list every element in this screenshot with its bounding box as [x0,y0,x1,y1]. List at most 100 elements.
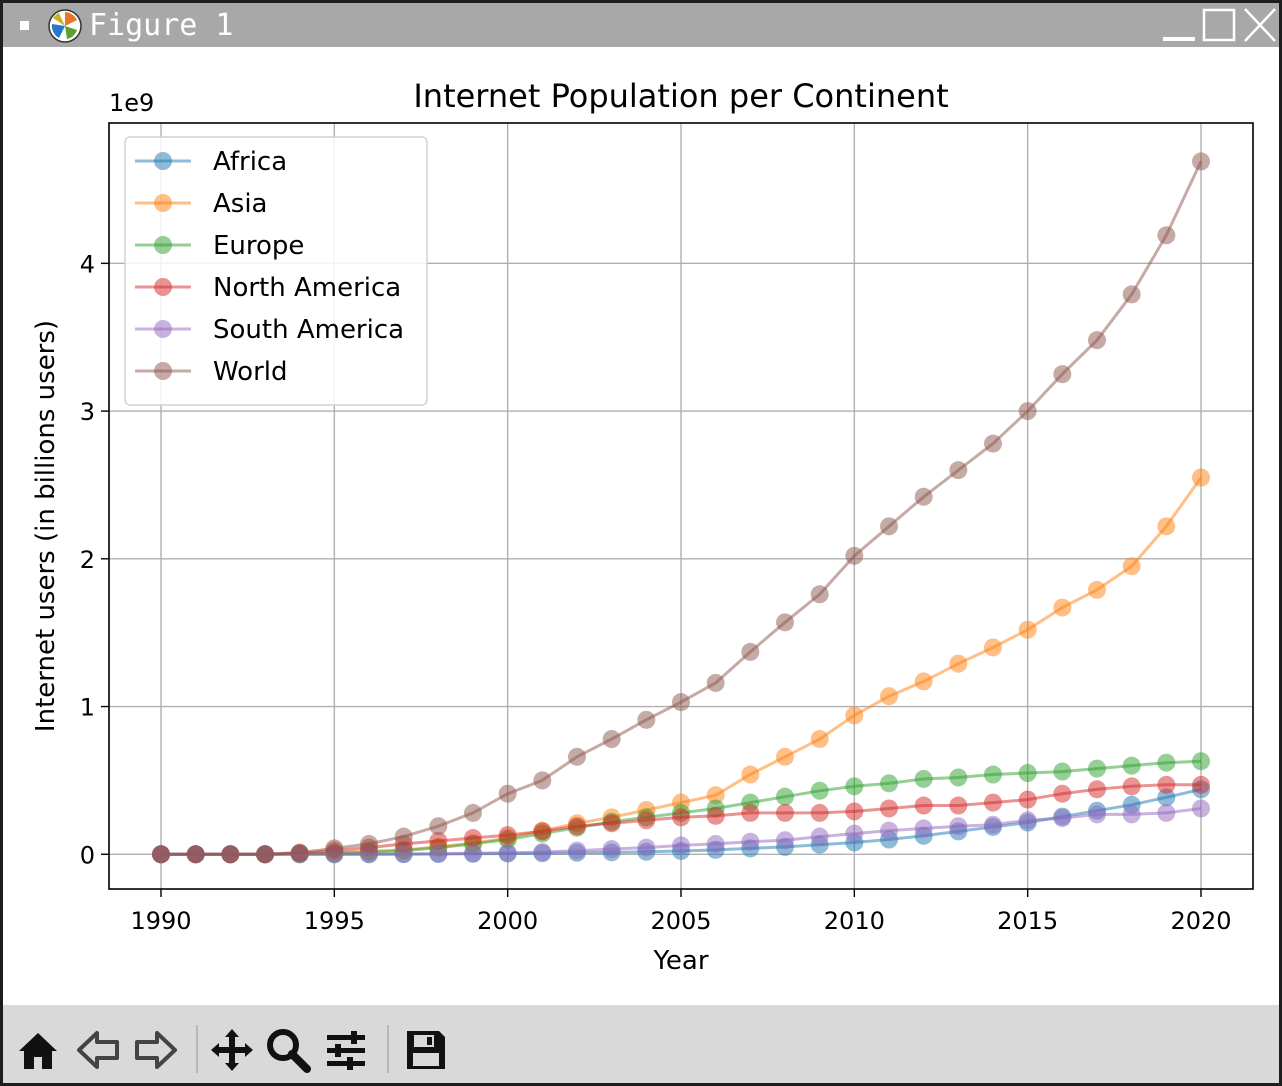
y-axis-label: Internet users (in billions users) [31,320,61,732]
data-point [1018,811,1037,830]
data-point [568,817,586,836]
series-layer [152,152,1210,864]
data-point [776,787,794,806]
data-point [741,642,760,661]
data-point [880,774,898,793]
legend-marker [154,278,172,296]
legend-item: World [135,357,288,387]
legend-marker [154,194,172,212]
data-point [1088,580,1106,599]
data-point [706,834,725,853]
data-point [1053,784,1072,803]
data-point [1053,365,1072,384]
data-point [1122,557,1141,576]
figure-window: Figure 1 1990 1995 2000 2005 2010 2015 2020 0 1 2… [3,3,1279,1083]
maximize-icon[interactable] [1201,7,1237,43]
figure-canvas[interactable]: 1990 1995 2000 2005 2010 2015 2020 0 1 2 3 4 Intern… [3,47,1279,1005]
data-point [533,822,552,841]
data-point [741,765,760,784]
data-point [602,730,621,749]
data-point [1018,402,1037,421]
data-point [429,817,448,836]
data-point [1157,753,1176,772]
data-point [776,747,794,766]
legend-marker [154,362,172,380]
data-point [984,765,1002,784]
data-point [464,803,482,822]
data-point [1157,803,1176,822]
data-point [880,517,898,536]
line-chart[interactable]: 1990 1995 2000 2005 2010 2015 2020 0 1 2 3 4 Intern… [3,47,1279,1005]
legend-label: South America [213,315,404,345]
window-title: Figure 1 [89,8,234,43]
y-tick-label: 0 [80,841,95,869]
data-point [568,841,586,860]
data-point [1122,285,1141,304]
data-point [741,832,760,851]
data-point [1053,809,1072,828]
data-point [498,843,517,862]
matplotlib-app-icon [48,9,82,43]
data-point [290,843,309,862]
data-point [949,461,968,480]
data-point [949,817,968,836]
data-point [949,654,968,673]
data-point [1192,799,1210,818]
data-point [741,803,760,822]
configure-subplots-icon[interactable] [323,1027,369,1073]
legend-item: South America [135,315,404,345]
x-tick-label: 2005 [650,907,711,935]
data-point [1053,598,1072,617]
data-point [533,771,552,790]
legend-item: Europe [135,231,304,261]
data-point [637,838,656,857]
data-point [498,826,517,845]
data-point [1157,788,1176,807]
back-icon[interactable] [75,1027,121,1073]
data-point [880,799,898,818]
data-point [429,831,448,850]
data-point [1018,620,1037,639]
data-point [984,434,1002,453]
legend-item: Africa [135,147,287,177]
legend-marker [154,236,172,254]
data-point [672,836,690,855]
minimize-icon[interactable] [1161,7,1197,43]
home-icon[interactable] [15,1027,61,1073]
data-point [637,710,656,729]
data-point [1088,331,1106,350]
zoom-icon[interactable] [265,1027,311,1073]
window-menu-icon[interactable] [20,21,29,30]
data-point [880,687,898,706]
forward-icon[interactable] [133,1027,179,1073]
data-point [984,815,1002,834]
data-point [1122,805,1141,824]
title-bar: Figure 1 [3,3,1279,47]
data-point [602,840,621,859]
data-point [810,585,829,604]
data-point [221,845,240,864]
chart-title: Internet Population per Continent [413,77,948,115]
data-point [394,844,413,863]
close-icon[interactable] [1241,7,1277,43]
data-point [706,806,725,825]
data-point [914,487,933,506]
save-icon[interactable] [403,1027,449,1073]
legend-label: World [213,357,288,387]
data-point [1088,759,1106,778]
pan-icon[interactable] [209,1027,255,1073]
data-point [810,803,829,822]
data-point [1157,226,1176,245]
data-point [1192,775,1210,794]
data-point [533,843,552,862]
data-point [776,803,794,822]
data-point [672,808,690,827]
data-point [602,814,621,833]
data-point [984,793,1002,812]
y-tick-label: 3 [80,398,95,426]
data-point [672,693,690,712]
data-point [706,673,725,692]
data-point [914,672,933,691]
data-point [810,730,829,749]
data-point [464,844,482,863]
